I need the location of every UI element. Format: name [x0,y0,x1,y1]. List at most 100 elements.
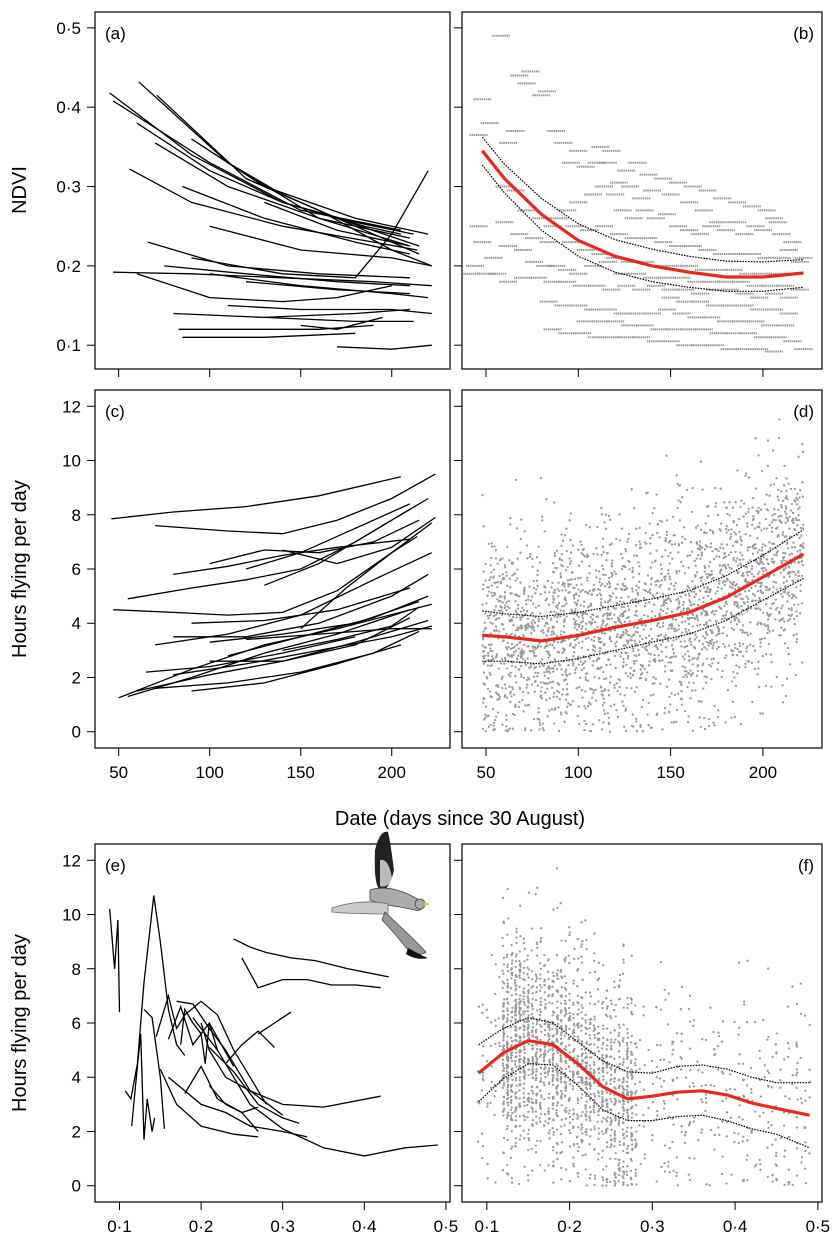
point-f-1974 [618,1140,621,1143]
point-d-438 [580,621,583,624]
point-d-1061 [604,513,607,516]
point-f-969 [534,893,537,896]
point-d-1340 [611,559,614,562]
point-d-2236 [689,601,692,604]
point-d-1636 [751,544,755,547]
point-f-1777 [556,1070,559,1073]
point-f-260 [613,1008,616,1012]
point-d-605 [743,631,747,634]
point-f-459 [539,1072,542,1075]
point-d-226 [717,549,720,553]
point-d-358 [782,484,786,487]
point-f-1823 [630,1106,634,1109]
point-f-1271 [754,1020,757,1024]
point-d-2166 [754,543,757,546]
point-d-2444 [627,608,631,611]
point-d-65 [639,663,643,667]
point-d-450 [613,628,617,632]
point-f-1858 [527,1148,530,1152]
point-f-1122 [548,1028,551,1032]
point-f-900 [622,1091,625,1094]
point-d-1368 [700,552,703,555]
point-d-2520 [498,630,501,633]
point-f-84 [746,1178,749,1182]
point-f-3 [514,1141,517,1145]
point-d-1607 [690,673,693,676]
point-f-1439 [543,1083,546,1087]
point-d-2312 [654,580,657,583]
point-d-1737 [769,612,772,616]
point-f-1391 [589,1087,592,1090]
point-d-1056 [633,690,637,693]
xtick-label-f-1: 0·2 [557,1217,582,1236]
point-d-1159 [643,613,646,617]
point-f-1152 [610,1119,613,1122]
point-f-821 [556,1022,560,1025]
point-d-111 [630,687,633,690]
point-d-249 [584,590,587,593]
point-d-1596 [545,698,548,702]
point-f-737 [515,1084,518,1088]
point-d-1064 [673,630,676,633]
point-d-1787 [709,639,712,643]
point-d-2408 [545,597,548,600]
point-d-679 [760,546,764,549]
point-d-1153 [793,545,797,549]
point-f-206 [568,1145,572,1148]
point-d-208 [524,599,528,602]
point-d-1670 [646,590,650,594]
point-d-2285 [600,597,603,601]
point-f-1926 [543,964,547,967]
point-f-990 [601,1104,605,1107]
point-f-341 [555,1128,559,1131]
point-f-1775 [597,1032,601,1035]
point-f-1866 [511,971,514,975]
point-d-1460 [791,511,795,515]
point-d-2572 [766,597,769,601]
point-d-2315 [530,625,533,629]
point-f-912 [606,1015,609,1018]
point-d-365 [497,685,500,689]
point-f-693 [725,1089,728,1092]
point-f-1894 [629,1061,633,1065]
point-f-1845 [584,1107,587,1110]
point-d-592 [505,574,508,577]
point-d-2532 [560,641,563,644]
point-d-1507 [686,720,690,724]
point-d-2367 [637,619,641,622]
point-f-1355 [548,1038,551,1041]
point-f-1967 [527,989,530,992]
point-d-2023 [761,469,764,473]
point-d-1134 [710,638,714,641]
point-f-1591 [606,1177,609,1181]
point-f-1907 [700,1131,703,1134]
point-d-1139 [668,562,671,565]
point-f-898 [510,1098,513,1102]
point-f-1730 [523,1025,526,1028]
point-f-999 [712,1030,715,1034]
point-d-1537 [729,620,733,624]
line-c-7 [264,497,429,586]
point-d-1775 [754,607,757,610]
point-f-787 [655,1065,659,1069]
point-d-288 [493,609,496,612]
point-d-2427 [619,693,622,696]
point-d-962 [511,615,515,619]
point-d-1852 [539,612,542,615]
point-d-1419 [605,558,608,562]
point-d-801 [560,553,564,556]
point-d-1402 [559,575,563,578]
point-d-1328 [727,553,730,557]
point-d-1228 [725,506,728,509]
point-f-1016 [592,1081,596,1084]
point-d-265 [717,629,720,633]
point-f-791 [709,1083,713,1087]
point-d-69 [780,606,783,610]
point-d-1925 [710,642,713,645]
point-f-1672 [535,1048,539,1051]
point-f-1955 [506,933,509,936]
point-f-1065 [643,1153,646,1156]
point-d-418 [689,541,693,544]
point-f-465 [605,997,608,1000]
point-d-2356 [623,588,626,592]
